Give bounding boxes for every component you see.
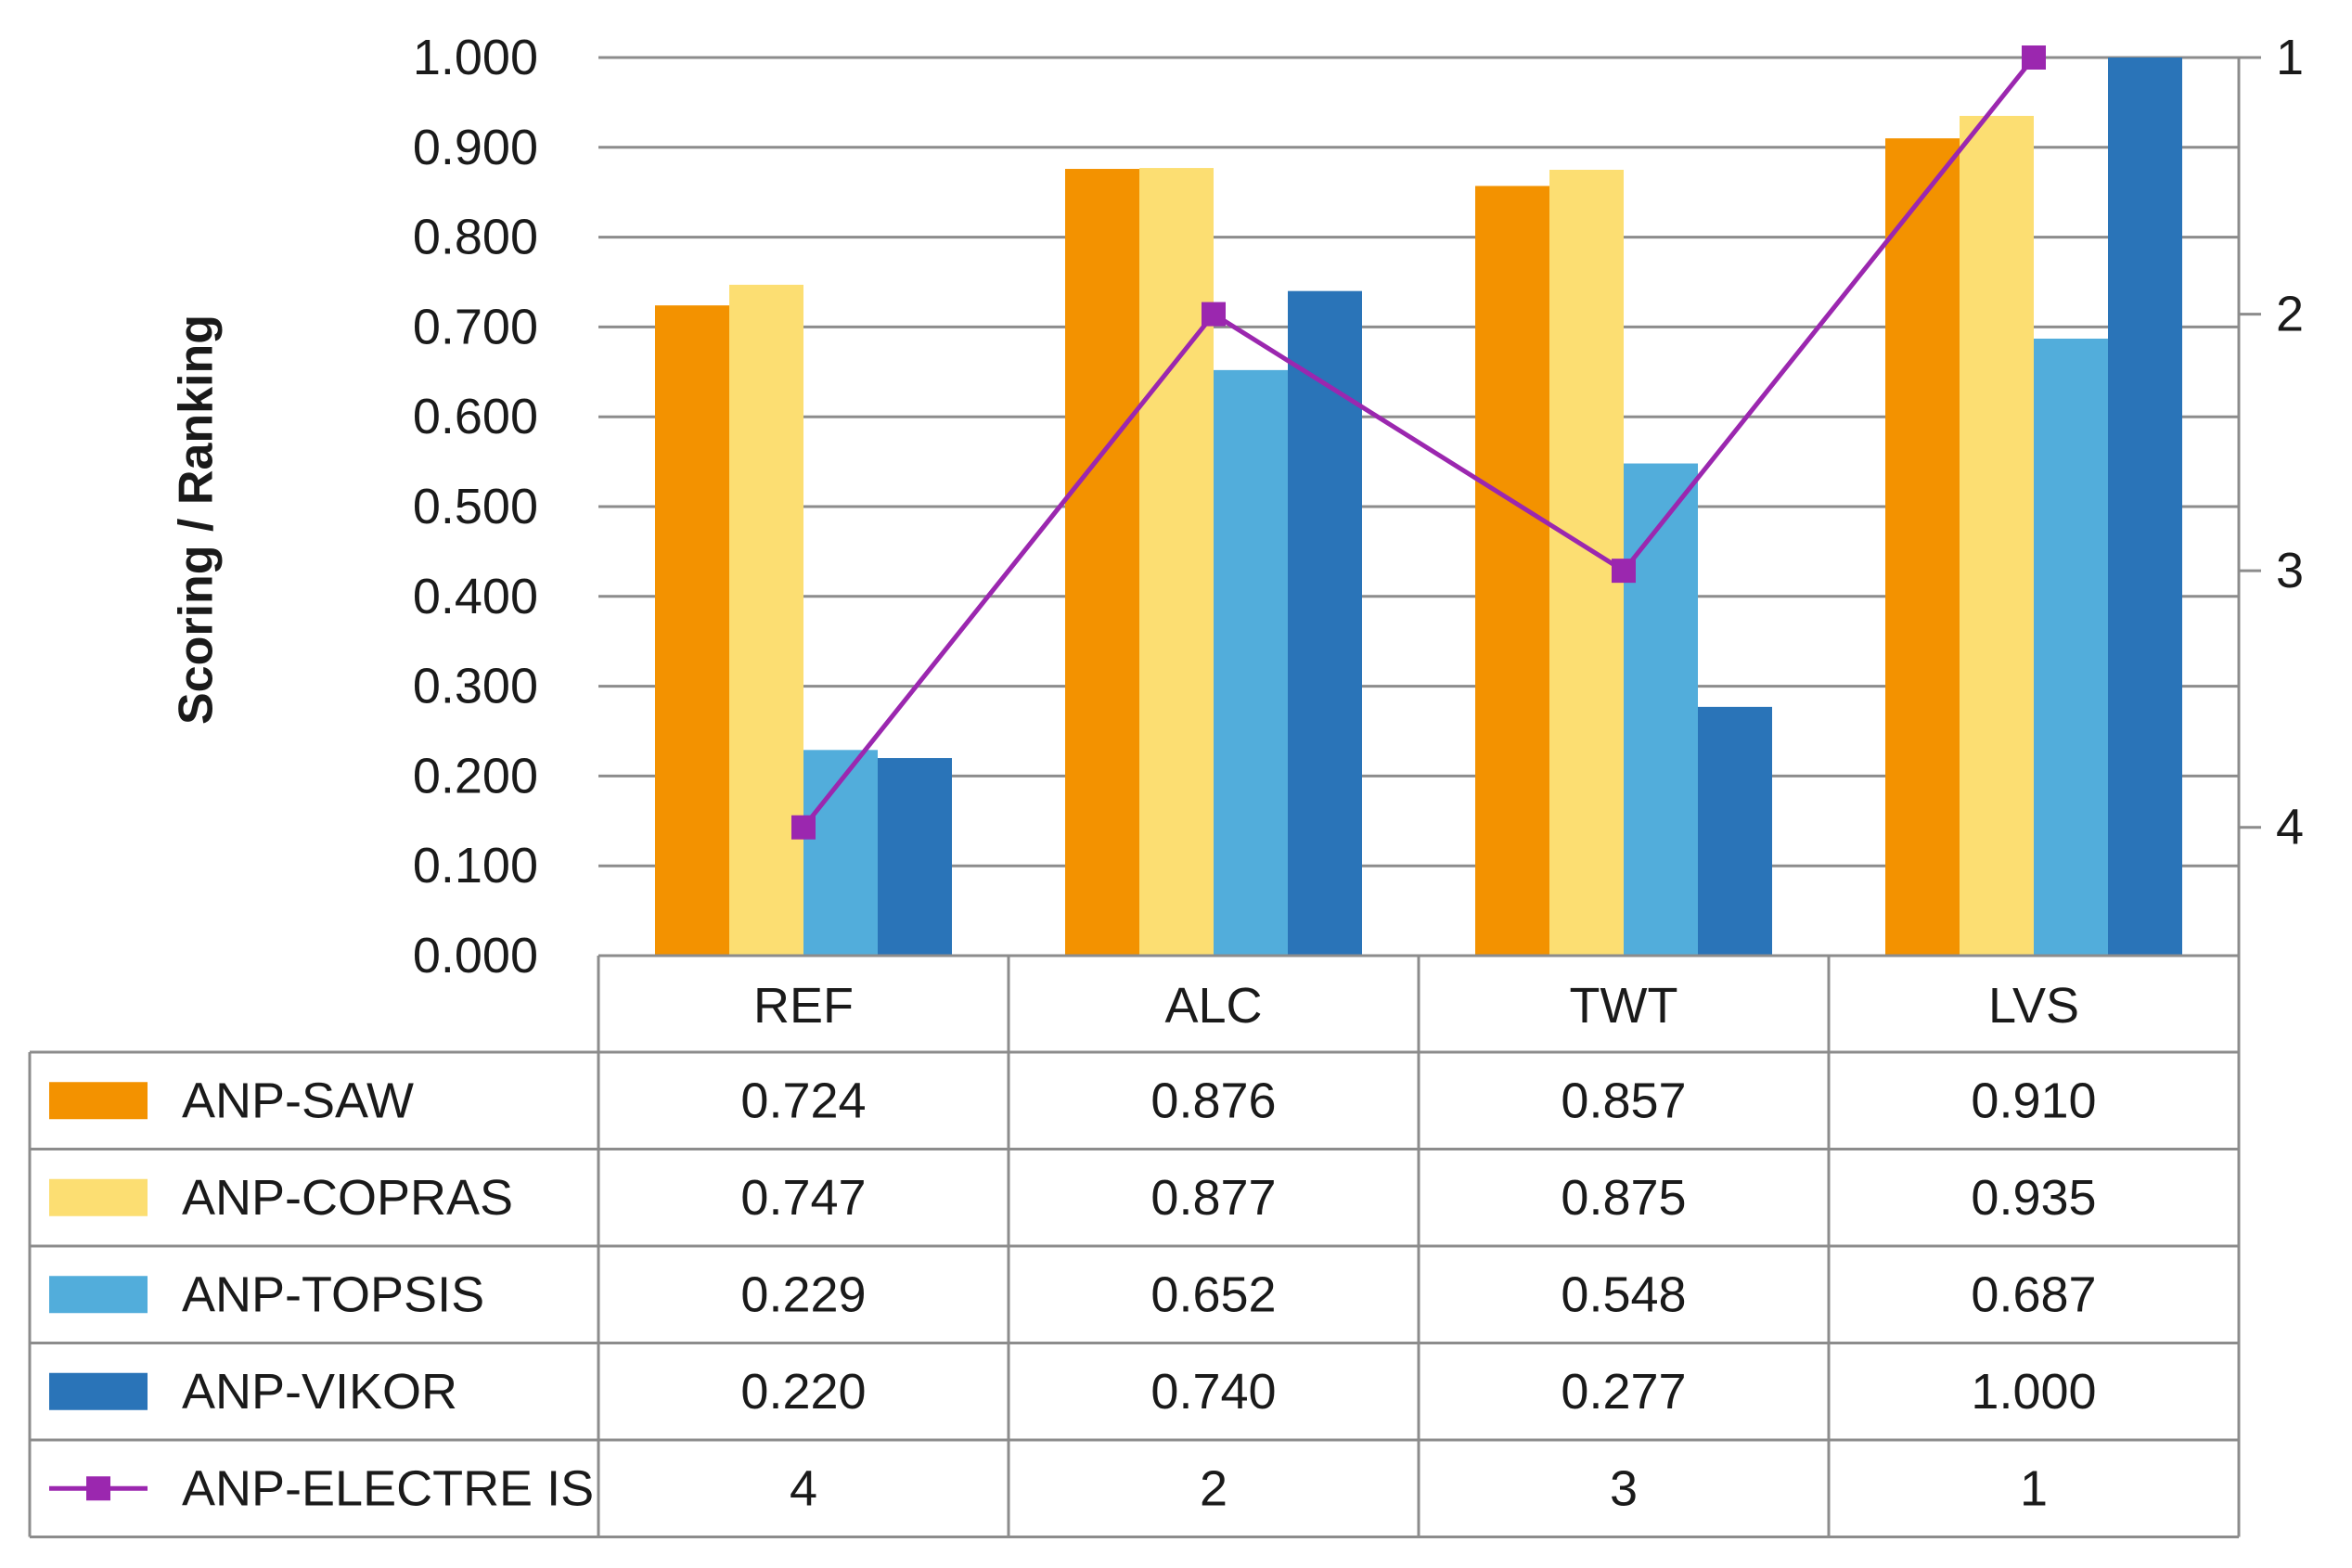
data-label-anp-copras-twt: 0.875 xyxy=(1561,1170,1686,1226)
y2-tick-label: 2 xyxy=(2276,287,2304,342)
data-label-anp-saw-twt: 0.857 xyxy=(1561,1073,1686,1128)
data-label-anp-copras-lvs: 0.935 xyxy=(1971,1170,2096,1226)
legend-swatch-anp-topsis xyxy=(49,1276,148,1314)
y-tick-label: 0.400 xyxy=(413,569,538,624)
y2-tick-label: 1 xyxy=(2276,30,2304,85)
bar-anp-copras-alc xyxy=(1139,168,1214,957)
point-anp-electre-is-twt xyxy=(1612,559,1636,584)
bar-anp-vikor-lvs xyxy=(2108,58,2182,956)
category-label-ref: REF xyxy=(753,978,854,1034)
y-tick-label: 0.700 xyxy=(413,299,538,354)
data-label-anp-vikor-ref: 0.220 xyxy=(740,1364,866,1420)
data-label-anp-electre-is-alc: 2 xyxy=(1200,1460,1227,1516)
data-label-anp-copras-ref: 0.747 xyxy=(740,1170,866,1226)
bar-anp-vikor-ref xyxy=(878,758,952,956)
legend-swatch-anp-copras xyxy=(49,1178,148,1216)
legend-swatch-anp-saw xyxy=(49,1082,148,1120)
y-tick-label: 1.000 xyxy=(413,30,538,85)
electre-line xyxy=(791,45,2046,840)
data-label-anp-vikor-alc: 0.740 xyxy=(1150,1364,1276,1420)
data-label-anp-vikor-lvs: 1.000 xyxy=(1971,1364,2096,1420)
y-tick-label: 0.100 xyxy=(413,838,538,893)
y-tick-label: 0.900 xyxy=(413,120,538,175)
y-tick-label: 0.600 xyxy=(413,389,538,444)
bar-anp-copras-lvs xyxy=(1960,115,2034,957)
category-label-lvs: LVS xyxy=(1988,978,2079,1034)
legend-label-anp-saw: ANP-SAW xyxy=(182,1073,414,1128)
category-label-alc: ALC xyxy=(1164,978,1262,1034)
bar-anp-topsis-lvs xyxy=(2034,338,2108,956)
data-label-anp-saw-ref: 0.724 xyxy=(740,1073,866,1128)
data-label-anp-saw-alc: 0.876 xyxy=(1150,1073,1276,1128)
point-anp-electre-is-lvs xyxy=(2022,45,2046,70)
data-label-anp-topsis-ref: 0.229 xyxy=(740,1266,866,1322)
legend-label-anp-vikor: ANP-VIKOR xyxy=(182,1364,457,1420)
bar-anp-topsis-twt xyxy=(1624,463,1698,956)
category-label-twt: TWT xyxy=(1570,978,1678,1034)
bar-anp-saw-lvs xyxy=(1885,138,1960,956)
data-label-anp-electre-is-lvs: 1 xyxy=(2020,1460,2048,1516)
point-anp-electre-is-alc xyxy=(1202,302,1226,327)
y-tick-label: 0.300 xyxy=(413,659,538,714)
bar-anp-vikor-alc xyxy=(1288,290,1362,956)
point-anp-electre-is-ref xyxy=(791,815,816,840)
bar-anp-saw-ref xyxy=(655,305,729,957)
data-label-anp-topsis-twt: 0.548 xyxy=(1561,1266,1686,1322)
bar-anp-saw-alc xyxy=(1065,169,1139,957)
data-label-anp-topsis-lvs: 0.687 xyxy=(1971,1266,2096,1322)
data-label-anp-electre-is-twt: 3 xyxy=(1610,1460,1638,1516)
y-axis-label: Scoring / Ranking xyxy=(170,315,224,725)
legend-marker-anp-electre-is xyxy=(86,1476,110,1501)
legend-label-anp-topsis: ANP-TOPSIS xyxy=(182,1266,484,1322)
data-label-anp-saw-lvs: 0.910 xyxy=(1971,1073,2096,1128)
legend-swatch-anp-vikor xyxy=(49,1372,148,1410)
y-tick-label: 0.000 xyxy=(413,928,538,983)
y-tick-label: 0.200 xyxy=(413,748,538,803)
legend-label-anp-copras: ANP-COPRAS xyxy=(182,1170,513,1226)
legend-label-anp-electre-is: ANP-ELECTRE IS xyxy=(182,1460,594,1516)
line-anp-electre-is xyxy=(802,56,2036,829)
bar-anp-copras-ref xyxy=(729,284,803,956)
data-label-anp-vikor-twt: 0.277 xyxy=(1561,1364,1686,1420)
y-tick-label: 0.800 xyxy=(413,210,538,265)
y2-tick-label: 3 xyxy=(2276,543,2304,598)
y-tick-label: 0.500 xyxy=(413,479,538,534)
data-table: REF ALC TWT LVS ANP-SAW 0.724 0.876 0.857 0.910 A… xyxy=(28,954,2241,1538)
bar-anp-topsis-alc xyxy=(1214,369,1288,956)
data-label-anp-electre-is-ref: 4 xyxy=(790,1460,817,1516)
data-label-anp-topsis-alc: 0.652 xyxy=(1150,1266,1276,1322)
bar-anp-saw-twt xyxy=(1475,186,1549,956)
axes xyxy=(2237,56,2261,956)
y2-tick-label: 4 xyxy=(2276,800,2304,855)
bar-anp-vikor-twt xyxy=(1698,706,1772,956)
tick-labels: 0.000 0.100 0.200 0.300 0.400 0.500 0.600 0.700… xyxy=(413,30,2304,983)
data-label-anp-copras-alc: 0.877 xyxy=(1150,1170,1276,1226)
bars xyxy=(655,58,2182,957)
